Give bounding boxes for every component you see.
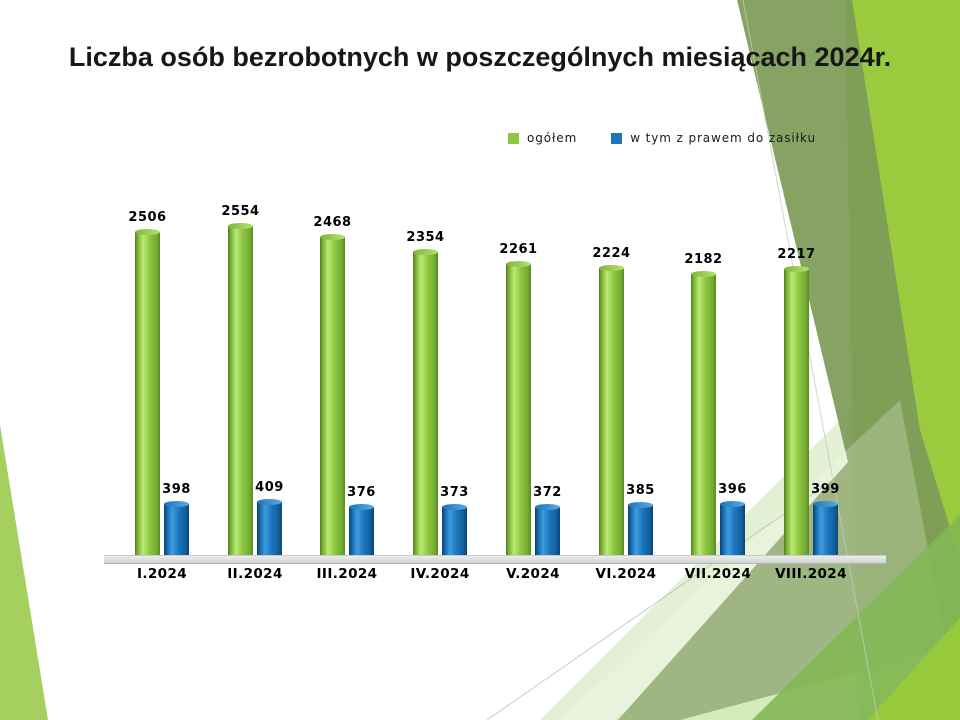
bar-top-cap [691,271,716,277]
bar-top-cap [628,502,653,508]
x-axis-label-VII.2024: VII.2024 [684,566,752,582]
bar-zasilek-IV.2024 [442,504,467,555]
bar-top-cap [257,499,282,505]
bar-ogolem-VI.2024 [599,265,624,555]
chart-legend: ogółem w tym z prawem do zasiłku [508,131,816,145]
data-label-zasilek-VI.2024: 385 [626,483,655,498]
bright-corner-decoration [868,618,960,720]
data-label-ogolem-III.2024: 2468 [313,215,352,230]
legend-swatch-green [508,132,519,144]
bar-ogolem-III.2024 [320,234,345,555]
diagonal-hairline-2 [486,427,909,720]
bar-ogolem-I.2024 [135,229,160,555]
bar-top-cap [535,504,560,510]
x-axis-label-I.2024: I.2024 [136,566,188,582]
legend-item-zasilek: w tym z prawem do zasiłku [611,131,816,145]
x-axis-labels: I.2024 II.2024 III.2024 IV.2024 V.2024 VI.202… [108,566,888,586]
legend-swatch-blue [611,132,623,144]
bar-ogolem-V.2024 [506,261,531,555]
x-axis-label-V.2024: V.2024 [506,566,560,582]
left-wedge-decoration [0,425,48,720]
data-label-ogolem-VII.2024: 2182 [684,252,723,267]
data-label-ogolem-I.2024: 2506 [128,210,167,225]
chart-title: Liczba osób bezrobotnych w poszczególnyc… [68,42,892,72]
data-label-zasilek-III.2024: 376 [347,485,376,500]
data-label-zasilek-V.2024: 372 [533,485,562,500]
data-label-ogolem-II.2024: 2554 [221,204,260,219]
bar-top-cap [813,501,838,507]
data-label-ogolem-VI.2024: 2224 [592,246,631,261]
legend-label: w tym z prawem do zasiłku [630,131,816,145]
x-axis-label-II.2024: II.2024 [227,566,283,582]
bar-top-cap [599,265,624,271]
data-label-zasilek-IV.2024: 373 [440,485,469,500]
bar-top-cap [442,504,467,510]
bar-top-cap [784,266,809,272]
legend-label: ogółem [527,131,578,145]
bar-ogolem-II.2024 [228,223,253,555]
bar-top-cap [720,501,745,507]
bar-top-cap [413,249,438,255]
data-label-zasilek-II.2024: 409 [255,480,284,495]
bar-zasilek-V.2024 [535,504,560,555]
x-axis-label-VI.2024: VI.2024 [595,566,657,582]
x-axis-label-IV.2024: IV.2024 [410,566,470,582]
bar-top-cap [506,261,531,267]
bar-ogolem-VIII.2024 [784,266,809,555]
data-label-zasilek-I.2024: 398 [162,482,191,497]
bar-ogolem-IV.2024 [413,249,438,555]
data-label-zasilek-VIII.2024: 399 [811,482,840,497]
sage-band-decoration [618,0,960,720]
bar-top-cap [320,234,345,240]
legend-item-ogolem: ogółem [508,131,577,145]
bar-ogolem-VII.2024 [691,271,716,555]
bar-top-cap [164,501,189,507]
data-label-ogolem-VIII.2024: 2217 [777,247,816,262]
x-axis-label-VIII.2024: VIII.2024 [775,566,847,582]
bar-zasilek-II.2024 [257,499,282,555]
medium-green-corner-decoration [752,515,960,720]
chart-floor [104,555,886,564]
bar-zasilek-VI.2024 [628,502,653,555]
diagonal-hairline-1 [742,0,879,720]
data-label-ogolem-IV.2024: 2354 [406,230,445,245]
chart-plot-area: 2506 398 2554 409 2468 376 2354 373 2261 372 2224 3… [108,190,888,555]
bar-zasilek-I.2024 [164,501,189,555]
x-axis-label-III.2024: III.2024 [316,566,378,582]
bar-zasilek-VIII.2024 [813,501,838,555]
bar-top-cap [135,229,160,235]
bar-zasilek-III.2024 [349,504,374,555]
data-label-ogolem-V.2024: 2261 [499,242,538,257]
bar-zasilek-VII.2024 [720,501,745,555]
bar-top-cap [349,504,374,510]
data-label-zasilek-VII.2024: 396 [718,482,747,497]
bar-top-cap [228,223,253,229]
